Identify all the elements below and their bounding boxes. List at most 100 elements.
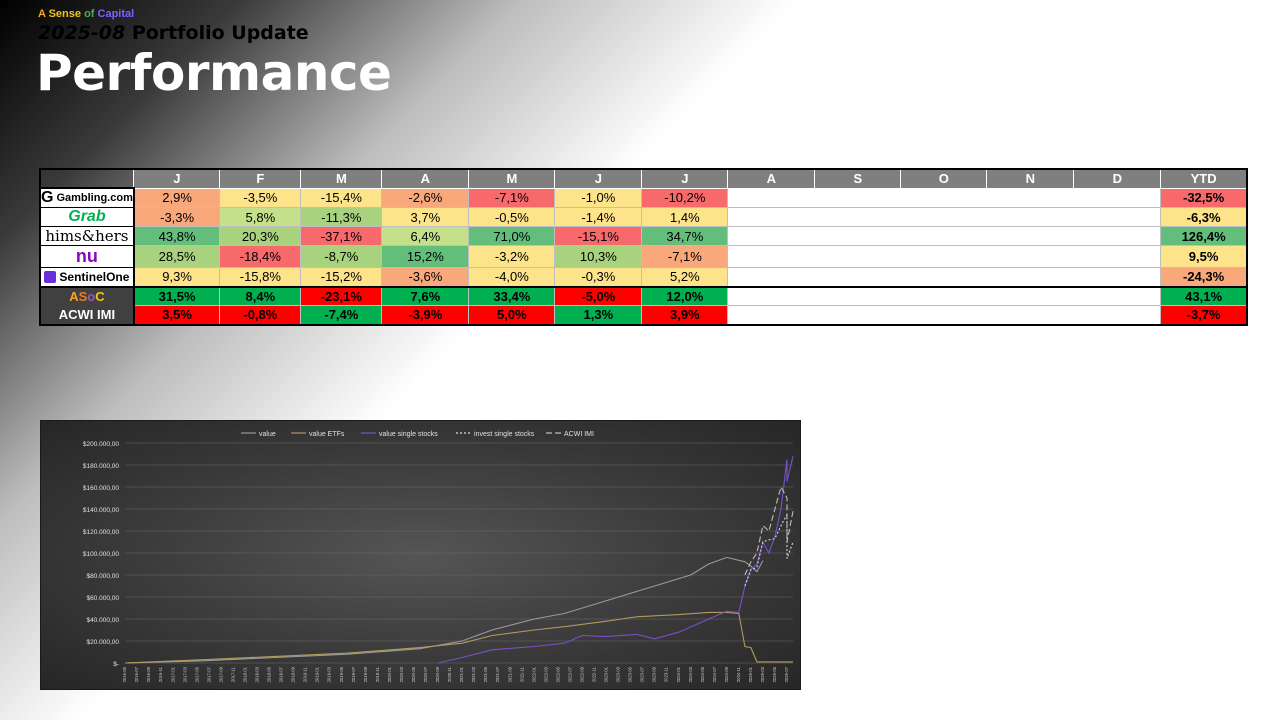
- ytd-header: YTD: [1161, 169, 1247, 188]
- month-return-cell: -8,7%: [301, 246, 382, 268]
- month-return-cell: -0,5%: [469, 208, 555, 227]
- x-tick-label: 2017-07: [206, 666, 211, 682]
- gambling-com-label: Gambling.com: [56, 192, 132, 204]
- month-return-cell: -37,1%: [301, 227, 382, 246]
- month-return-cell: -3,5%: [220, 188, 301, 208]
- month-return-cell: -23,1%: [301, 287, 382, 306]
- month-return-cell: -10,2%: [642, 188, 728, 208]
- asoc-letter: C: [95, 289, 104, 304]
- stock-row: G Gambling.com 2,9% -3,5% -15,4% -2,6% -7,1% -1…: [40, 188, 1247, 208]
- ytd-return-cell: -32,5%: [1161, 188, 1247, 208]
- brand-letter-group: A: [38, 8, 49, 20]
- legend-label: invest single stocks: [474, 431, 535, 438]
- x-tick-label: 2025-05: [772, 666, 777, 682]
- x-tick-label: 2020-03: [399, 666, 404, 682]
- month-return-cell: 3,5%: [134, 306, 220, 325]
- legend-label: value ETFs: [309, 431, 345, 438]
- page-title: Performance: [36, 44, 391, 102]
- month-return-cell: -7,1%: [469, 188, 555, 208]
- brand-letter-group: Capital: [98, 8, 135, 20]
- month-header: O: [901, 169, 987, 188]
- sentinelone-wordmark: SentinelOne: [41, 270, 133, 284]
- nu-wordmark: nu: [76, 246, 98, 266]
- total-row-label: ASoC: [40, 287, 134, 306]
- report-subtitle: 2025-08 Portfolio Update: [38, 22, 309, 44]
- x-tick-label: 2016-05: [122, 666, 127, 682]
- month-return-cell: -7,4%: [301, 306, 382, 325]
- month-header: A: [728, 169, 815, 188]
- x-tick-label: 2024-11: [736, 666, 741, 682]
- y-tick-label: $160.000,00: [83, 485, 120, 492]
- x-tick-label: 2024-01: [676, 666, 681, 682]
- x-tick-label: 2020-11: [447, 666, 452, 682]
- y-tick-label: $60.000,00: [86, 595, 119, 602]
- month-return-cell: 6,4%: [382, 227, 469, 246]
- y-tick-label: $120.000,00: [83, 529, 120, 536]
- month-return-cell: 5,8%: [220, 208, 301, 227]
- stock-row: SentinelOne 9,3% -15,8% -15,2% -3,6% -4,0% -0,…: [40, 268, 1247, 287]
- asoc-letter: S: [79, 289, 88, 304]
- gambling-g-icon: G: [41, 189, 53, 207]
- x-tick-label: 2018-11: [303, 666, 308, 682]
- month-return-cell: -15,8%: [220, 268, 301, 287]
- ytd-return-cell: -24,3%: [1161, 268, 1247, 287]
- x-tick-label: 2022-07: [567, 666, 572, 682]
- x-tick-label: 2019-05: [339, 666, 344, 682]
- ytd-return-cell: -3,7%: [1161, 306, 1247, 325]
- month-return-cell: -2,6%: [382, 188, 469, 208]
- sentinelone-label: SentinelOne: [59, 270, 129, 284]
- x-tick-label: 2023-11: [664, 666, 669, 682]
- grab-logo: Grab: [40, 208, 134, 227]
- month-header: A: [382, 169, 469, 188]
- month-return-cell: 12,0%: [642, 287, 728, 306]
- empty-months-cell: [728, 287, 1161, 306]
- month-return-cell: -18,4%: [220, 246, 301, 268]
- x-tick-label: 2020-07: [423, 666, 428, 682]
- empty-months-cell: [728, 188, 1161, 208]
- month-return-cell: -15,2%: [301, 268, 382, 287]
- x-tick-label: 2020-01: [387, 666, 392, 682]
- x-tick-label: 2020-05: [411, 666, 416, 682]
- month-return-cell: -3,6%: [382, 268, 469, 287]
- y-tick-label: $180.000,00: [83, 463, 120, 470]
- brand-letter-group: Sense: [49, 8, 84, 20]
- legend-label: value single stocks: [379, 431, 438, 438]
- acwi-label: ACWI IMI: [59, 307, 115, 322]
- asoc-letter: A: [69, 289, 78, 304]
- month-return-cell: -7,1%: [642, 246, 728, 268]
- x-tick-label: 2022-03: [543, 666, 548, 682]
- x-tick-label: 2023-05: [628, 666, 633, 682]
- month-return-cell: 1,4%: [642, 208, 728, 227]
- month-header: S: [815, 169, 901, 188]
- stock-row: nu 28,5% -18,4% -8,7% 15,2% -3,2% 10,3% -7,1% 9,…: [40, 246, 1247, 268]
- x-tick-label: 2020-09: [435, 666, 440, 682]
- x-tick-label: 2017-05: [194, 666, 199, 682]
- x-tick-label: 2021-07: [495, 666, 500, 682]
- x-tick-label: 2023-01: [604, 666, 609, 682]
- month-header: J: [555, 169, 642, 188]
- month-return-cell: 43,8%: [134, 227, 220, 246]
- month-return-cell: 15,2%: [382, 246, 469, 268]
- y-tick-label: $80.000,00: [86, 573, 119, 580]
- report-subtitle-text: Portfolio Update: [125, 22, 308, 44]
- month-return-cell: 7,6%: [382, 287, 469, 306]
- brand-logo-text: A Sense of Capital: [38, 8, 134, 20]
- month-return-cell: -15,4%: [301, 188, 382, 208]
- x-tick-label: 2025-01: [748, 666, 753, 682]
- x-tick-label: 2021-05: [483, 666, 488, 682]
- y-tick-label: $20.000,00: [86, 639, 119, 646]
- month-header: N: [987, 169, 1074, 188]
- x-tick-label: 2016-09: [146, 666, 151, 682]
- x-tick-label: 2023-03: [616, 666, 621, 682]
- x-tick-label: 2023-09: [652, 666, 657, 682]
- month-return-cell: 5,2%: [642, 268, 728, 287]
- x-tick-label: 2021-09: [507, 666, 512, 682]
- sentinelone-icon: [44, 271, 56, 283]
- month-return-cell: -3,9%: [382, 306, 469, 325]
- x-tick-label: 2024-05: [700, 666, 705, 682]
- month-return-cell: 8,4%: [220, 287, 301, 306]
- empty-months-cell: [728, 246, 1161, 268]
- gambling-com-wordmark: G Gambling.com: [41, 189, 133, 207]
- x-tick-label: 2019-01: [315, 666, 320, 682]
- x-tick-label: 2016-11: [158, 666, 163, 682]
